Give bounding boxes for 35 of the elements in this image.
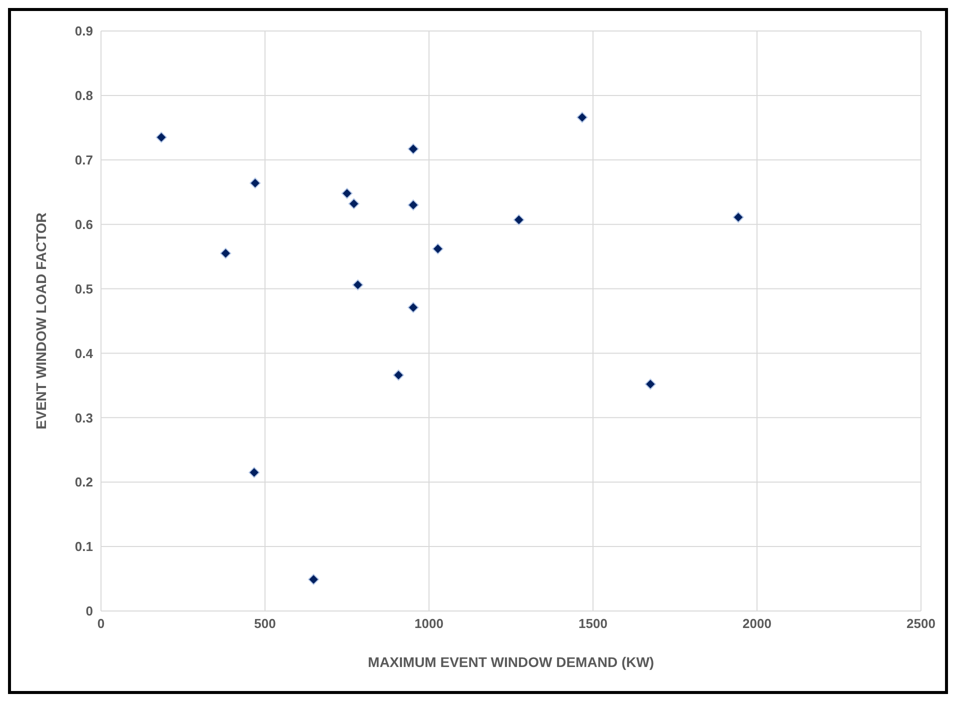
point xyxy=(352,279,364,290)
point xyxy=(342,188,352,199)
x-tick-label: 500 xyxy=(254,616,276,632)
point xyxy=(220,248,232,259)
x-axis-title: MAXIMUM EVENT WINDOW DEMAND (KW) xyxy=(368,654,654,670)
y-tick-label: 0.8 xyxy=(74,88,93,104)
y-tick-label: 0.1 xyxy=(74,539,93,554)
point xyxy=(250,178,261,189)
y-tick-label: 0 xyxy=(86,604,93,619)
x-tick-label: 0 xyxy=(97,616,105,632)
y-axis-title: EVENT WINDOW LOAD FACTOR xyxy=(32,212,49,430)
x-tick-label: 1000 xyxy=(414,616,444,632)
point xyxy=(156,132,167,143)
point xyxy=(732,212,744,223)
point xyxy=(408,143,419,154)
x-tick-label: 2500 xyxy=(906,616,936,632)
y-tick-label: 0.4 xyxy=(74,346,94,361)
x-tick-label: 1500 xyxy=(578,616,608,632)
point xyxy=(248,466,260,478)
y-tick-label: 0.9 xyxy=(74,24,93,39)
point xyxy=(392,370,404,381)
y-tick-label: 0.3 xyxy=(74,410,93,426)
point xyxy=(513,214,524,226)
point xyxy=(348,198,360,210)
point xyxy=(408,200,419,210)
y-tick-label: 0.5 xyxy=(74,281,93,296)
point xyxy=(576,112,588,123)
point xyxy=(432,243,444,254)
y-tick-label: 0.6 xyxy=(74,216,93,232)
point xyxy=(408,302,419,313)
x-tick-label: 2000 xyxy=(742,616,772,632)
point xyxy=(308,574,320,585)
y-tick-label: 0.2 xyxy=(74,474,93,490)
point xyxy=(644,378,656,390)
y-tick-label: 0.7 xyxy=(74,152,93,168)
